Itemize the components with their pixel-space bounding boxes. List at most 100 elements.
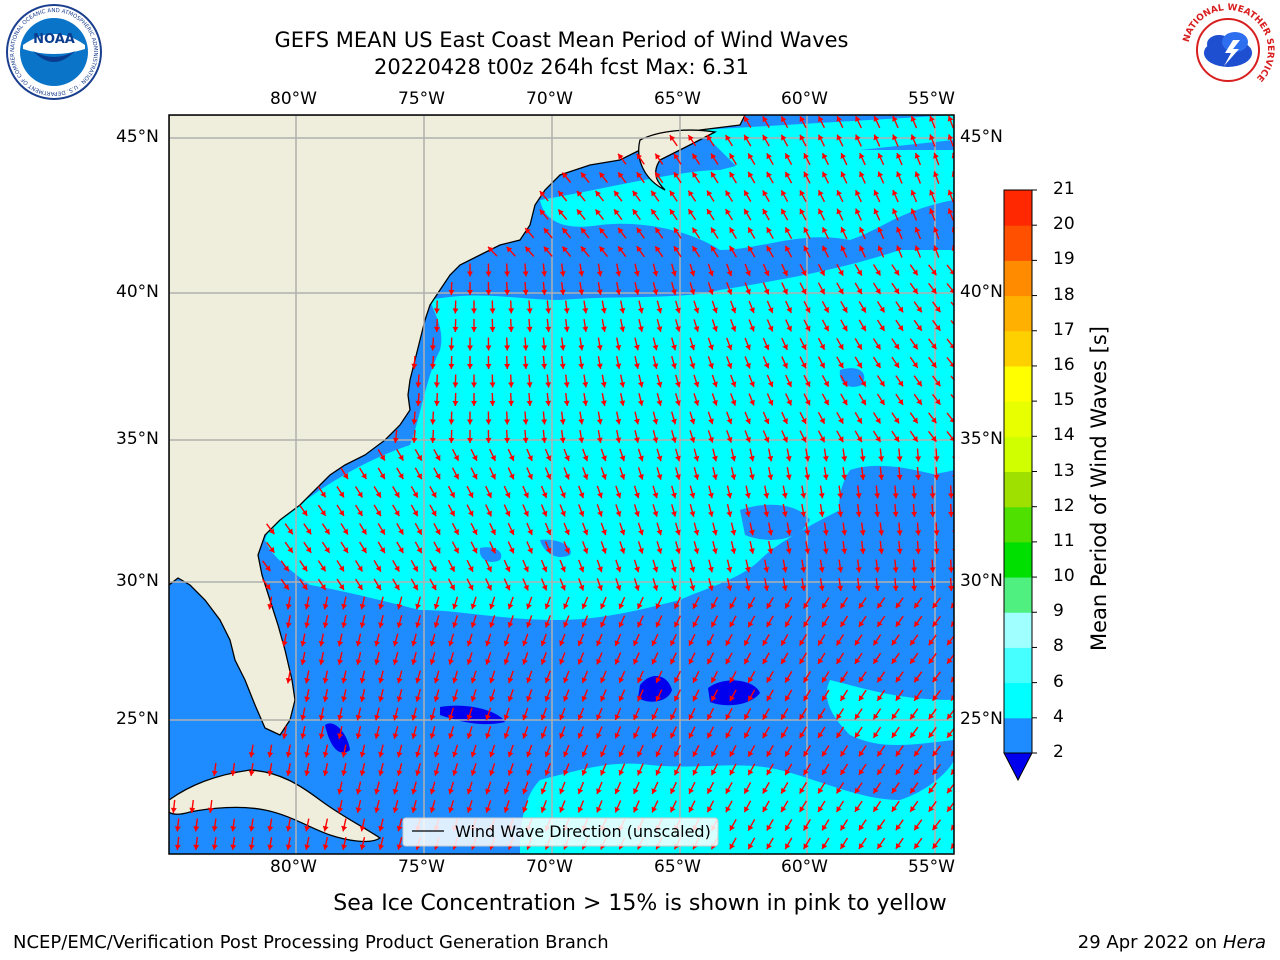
wave-arrow-head bbox=[692, 695, 698, 702]
wave-arrow-head bbox=[730, 325, 737, 332]
wave-arrow-head bbox=[359, 622, 366, 628]
wave-arrow-head bbox=[578, 584, 585, 591]
wave-arrow-head bbox=[855, 493, 862, 499]
wave-arrow-head bbox=[489, 622, 495, 628]
wave-arrow-head bbox=[267, 826, 274, 832]
wave-arrow-head bbox=[452, 696, 458, 702]
wave-arrow-head bbox=[929, 493, 936, 499]
wave-arrow-head bbox=[836, 208, 842, 215]
wave-arrow-head bbox=[801, 436, 807, 443]
wave-arrow-head bbox=[281, 640, 288, 647]
wave-arrow-head bbox=[322, 603, 329, 610]
wave-arrow-head bbox=[614, 190, 620, 197]
wave-arrow-head bbox=[467, 364, 473, 369]
wave-arrow-head bbox=[597, 566, 603, 573]
wave-arrow-head bbox=[596, 640, 602, 646]
wave-arrow-head bbox=[803, 750, 809, 757]
wave-arrow-head bbox=[875, 417, 881, 424]
wave-arrow-head bbox=[708, 418, 714, 425]
wave-arrow-head bbox=[416, 528, 422, 535]
wave-arrow-head bbox=[580, 227, 587, 234]
wave-arrow-head bbox=[527, 529, 533, 535]
wave-arrow-head bbox=[707, 732, 713, 739]
wave-arrow-head bbox=[819, 343, 825, 350]
wave-arrow-head bbox=[618, 227, 624, 234]
wave-arrow-head bbox=[781, 492, 788, 499]
wave-arrow-head bbox=[914, 227, 921, 233]
wave-arrow-head bbox=[877, 843, 883, 849]
wave-arrow-head bbox=[503, 640, 510, 647]
wave-arrow-head bbox=[910, 639, 916, 646]
wave-arrow-head bbox=[730, 455, 737, 462]
wave-arrow-head bbox=[785, 153, 791, 160]
wave-arrow-head bbox=[486, 510, 492, 517]
wave-arrow-head bbox=[429, 419, 436, 425]
wave-arrow-head bbox=[341, 622, 348, 628]
wave-arrow-head bbox=[392, 733, 399, 739]
wave-arrow-head bbox=[248, 844, 255, 850]
wave-arrow-head bbox=[614, 640, 621, 646]
wave-arrow-head bbox=[803, 824, 809, 831]
wave-arrow-head bbox=[523, 566, 529, 572]
wave-arrow-head bbox=[269, 528, 275, 535]
wave-arrow-head bbox=[799, 134, 805, 141]
wave-arrow-head bbox=[265, 565, 271, 572]
wave-arrow-head bbox=[873, 639, 879, 646]
wave-arrow-head bbox=[337, 659, 344, 665]
wave-arrow-head bbox=[801, 418, 807, 424]
wave-arrow-head bbox=[507, 769, 514, 776]
wave-arrow-head bbox=[396, 751, 403, 758]
sea-ice-note: Sea Ice Concentration > 15% is shown in … bbox=[333, 891, 947, 916]
wave-arrow-head bbox=[725, 639, 731, 646]
wave-arrow-head bbox=[895, 602, 902, 609]
wave-arrow-head bbox=[726, 362, 733, 369]
wave-arrow-head bbox=[558, 191, 564, 197]
wave-arrow-head bbox=[485, 419, 492, 425]
wave-arrow-head bbox=[374, 807, 380, 813]
wave-arrow-head bbox=[897, 306, 904, 313]
wave-arrow-head bbox=[599, 246, 605, 253]
wave-arrow-head bbox=[452, 400, 459, 406]
wave-arrow-head bbox=[877, 171, 884, 178]
wave-arrow-head bbox=[878, 474, 885, 480]
wave-arrow-head bbox=[415, 400, 422, 406]
wave-arrow-head bbox=[378, 844, 384, 850]
wave-arrow-head bbox=[452, 751, 458, 758]
wave-arrow-head bbox=[526, 751, 532, 758]
wave-arrow-head bbox=[597, 510, 603, 517]
wave-arrow-head bbox=[433, 326, 440, 332]
wave-arrow-head bbox=[675, 400, 681, 406]
wave-arrow-head bbox=[398, 473, 404, 480]
wave-arrow-head bbox=[915, 548, 922, 554]
wave-arrow-head bbox=[655, 227, 661, 234]
wave-arrow-head bbox=[578, 363, 585, 369]
wave-arrow-head bbox=[892, 134, 898, 141]
wave-arrow-head bbox=[910, 116, 917, 122]
wave-arrow-head bbox=[503, 788, 510, 795]
wave-arrow-head bbox=[726, 344, 733, 351]
wave-arrow-head bbox=[892, 208, 898, 215]
wave-arrow-head bbox=[822, 171, 828, 178]
wave-arrow-head bbox=[803, 843, 809, 850]
wave-arrow-head bbox=[859, 474, 866, 480]
wave-arrow-head bbox=[838, 362, 844, 369]
wave-arrow-head bbox=[856, 288, 862, 295]
wave-arrow-head bbox=[932, 824, 938, 831]
wave-arrow-head bbox=[619, 326, 626, 332]
wave-arrow-head bbox=[803, 153, 809, 160]
wave-arrow-head bbox=[762, 787, 768, 794]
wave-arrow-head bbox=[931, 269, 937, 276]
wave-arrow-head bbox=[725, 787, 731, 794]
wave-arrow-head bbox=[842, 380, 848, 387]
wave-arrow-head bbox=[707, 135, 713, 141]
wave-arrow-head bbox=[287, 547, 293, 553]
wave-arrow-head bbox=[285, 770, 292, 776]
wave-arrow-head bbox=[785, 824, 791, 831]
wave-arrow-head bbox=[615, 363, 622, 369]
wave-arrow-head bbox=[671, 418, 677, 425]
wave-arrow-head bbox=[730, 548, 737, 554]
wave-arrow-head bbox=[841, 456, 848, 462]
wave-arrow-head bbox=[877, 769, 883, 775]
wave-arrow-head bbox=[803, 621, 809, 628]
wave-arrow-head bbox=[541, 437, 548, 443]
